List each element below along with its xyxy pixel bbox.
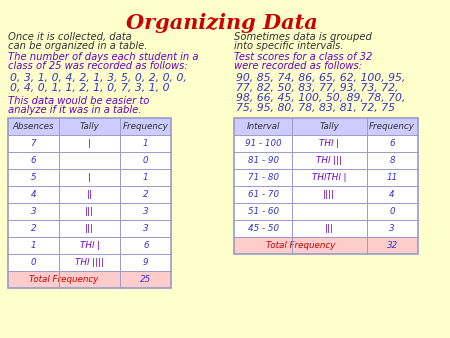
Text: 0: 0 — [31, 258, 36, 267]
Text: 61 - 70: 61 - 70 — [248, 190, 279, 199]
FancyBboxPatch shape — [8, 152, 171, 169]
Text: 51 - 60: 51 - 60 — [248, 207, 279, 216]
Text: 11: 11 — [387, 173, 398, 182]
Text: were recorded as follows:: were recorded as follows: — [234, 61, 363, 71]
Text: ||||: |||| — [323, 190, 335, 199]
Text: 8: 8 — [389, 156, 395, 165]
Text: 71 - 80: 71 - 80 — [248, 173, 279, 182]
Text: THlTHl |: THlTHl | — [312, 173, 346, 182]
Text: Tally: Tally — [80, 122, 99, 131]
Text: |: | — [88, 173, 91, 182]
Text: 3: 3 — [31, 207, 36, 216]
Text: 3: 3 — [143, 207, 148, 216]
Text: 45 - 50: 45 - 50 — [248, 224, 279, 233]
Text: |||: ||| — [324, 224, 333, 233]
FancyBboxPatch shape — [234, 169, 418, 186]
Text: 0: 0 — [389, 207, 395, 216]
FancyBboxPatch shape — [234, 186, 418, 203]
Text: 0, 3, 1, 0, 4, 2, 1, 3, 5, 0, 2, 0, 0,: 0, 3, 1, 0, 4, 2, 1, 3, 5, 0, 2, 0, 0, — [10, 73, 187, 83]
FancyBboxPatch shape — [234, 203, 418, 220]
Text: Once it is collected, data: Once it is collected, data — [8, 32, 132, 42]
FancyBboxPatch shape — [234, 220, 418, 237]
FancyBboxPatch shape — [8, 254, 171, 271]
Text: 6: 6 — [31, 156, 36, 165]
Text: THl ||||: THl |||| — [75, 258, 104, 267]
Text: 2: 2 — [143, 190, 148, 199]
FancyBboxPatch shape — [8, 237, 171, 254]
Text: 90, 85, 74, 86, 65, 62, 100, 95,: 90, 85, 74, 86, 65, 62, 100, 95, — [236, 73, 406, 83]
Text: 4: 4 — [389, 190, 395, 199]
FancyBboxPatch shape — [8, 203, 171, 220]
Text: 2: 2 — [31, 224, 36, 233]
Text: Tally: Tally — [319, 122, 339, 131]
Text: 0, 4, 0, 1, 1, 2, 1, 0, 7, 3, 1, 0: 0, 4, 0, 1, 1, 2, 1, 0, 7, 3, 1, 0 — [10, 83, 169, 93]
Text: 6: 6 — [389, 139, 395, 148]
Text: 32: 32 — [387, 241, 398, 250]
Text: Sometimes data is grouped: Sometimes data is grouped — [234, 32, 372, 42]
FancyBboxPatch shape — [8, 169, 171, 186]
FancyBboxPatch shape — [234, 135, 418, 152]
Text: 77, 82, 50, 83, 77, 93, 73, 72,: 77, 82, 50, 83, 77, 93, 73, 72, — [236, 83, 399, 93]
Text: 75, 95, 80, 78, 83, 81, 72, 75: 75, 95, 80, 78, 83, 81, 72, 75 — [236, 103, 396, 113]
Text: 81 - 90: 81 - 90 — [248, 156, 279, 165]
Text: 5: 5 — [31, 173, 36, 182]
Text: 91 - 100: 91 - 100 — [245, 139, 281, 148]
Text: Total Frequency: Total Frequency — [266, 241, 335, 250]
FancyBboxPatch shape — [8, 271, 171, 288]
Text: Interval: Interval — [247, 122, 280, 131]
Text: This data would be easier to: This data would be easier to — [8, 96, 149, 106]
FancyBboxPatch shape — [234, 152, 418, 169]
FancyBboxPatch shape — [234, 237, 418, 254]
Text: Test scores for a class of 32: Test scores for a class of 32 — [234, 52, 373, 62]
Text: 4: 4 — [31, 190, 36, 199]
Text: into specific intervals.: into specific intervals. — [234, 41, 344, 51]
Text: class of 25 was recorded as follows:: class of 25 was recorded as follows: — [8, 61, 188, 71]
Text: ||: || — [87, 190, 93, 199]
FancyBboxPatch shape — [8, 220, 171, 237]
Text: Frequency: Frequency — [123, 122, 169, 131]
Text: Organizing Data: Organizing Data — [126, 13, 318, 33]
Text: |||: ||| — [85, 224, 94, 233]
Text: 1: 1 — [143, 173, 148, 182]
Text: THl |: THl | — [319, 139, 339, 148]
Text: 98, 66, 45, 100, 50, 89, 78, 70,: 98, 66, 45, 100, 50, 89, 78, 70, — [236, 93, 406, 103]
FancyBboxPatch shape — [8, 135, 171, 152]
Text: |: | — [88, 139, 91, 148]
FancyBboxPatch shape — [234, 118, 418, 135]
Text: analyze if it was in a table.: analyze if it was in a table. — [8, 105, 141, 115]
Text: Total Frequency: Total Frequency — [29, 275, 99, 284]
Text: THl |: THl | — [80, 241, 100, 250]
Text: |||: ||| — [85, 207, 94, 216]
FancyBboxPatch shape — [8, 118, 171, 135]
Text: Frequency: Frequency — [369, 122, 415, 131]
Text: Absences: Absences — [13, 122, 54, 131]
Text: 1: 1 — [31, 241, 36, 250]
Text: 7: 7 — [31, 139, 36, 148]
Text: 3: 3 — [143, 224, 148, 233]
Text: can be organized in a table.: can be organized in a table. — [8, 41, 147, 51]
Text: 25: 25 — [140, 275, 152, 284]
Text: 1: 1 — [143, 139, 148, 148]
Text: THl |||: THl ||| — [316, 156, 342, 165]
Text: 9: 9 — [143, 258, 148, 267]
Text: 0: 0 — [143, 156, 148, 165]
Text: The number of days each student in a: The number of days each student in a — [8, 52, 198, 62]
Text: 6: 6 — [143, 241, 148, 250]
Text: 3: 3 — [389, 224, 395, 233]
FancyBboxPatch shape — [8, 186, 171, 203]
